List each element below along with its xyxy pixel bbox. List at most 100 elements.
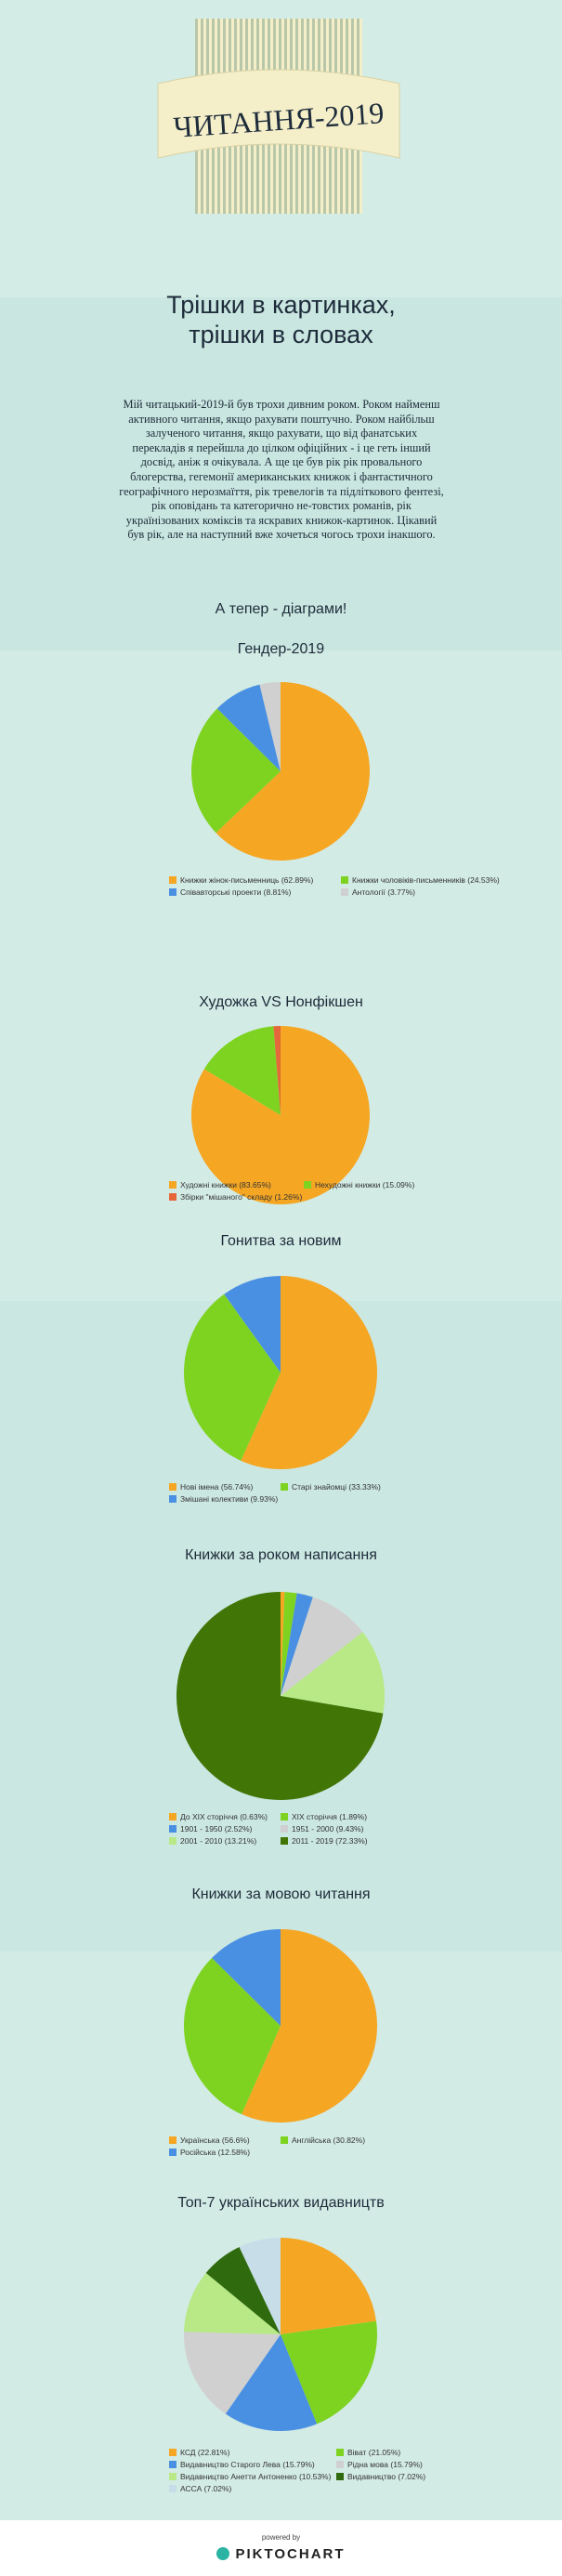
- footer: powered by PIKTOCHART: [0, 2520, 562, 2576]
- legend-swatch: [169, 1181, 176, 1189]
- legend-item: Нехудожні книжки (15.09%): [304, 1180, 414, 1189]
- chart-section: Книжки за мовою читання Українська (56.6%…: [0, 1886, 562, 2191]
- chart-title: Книжки за мовою читання: [191, 1886, 371, 1902]
- legend-label: Віват (21.05%): [347, 2448, 401, 2457]
- legend-item: Англійська (30.82%): [281, 2136, 365, 2145]
- legend-item: Збірки "мішаного" складу (1.26%): [169, 1192, 302, 1202]
- legend-item: Рідна мова (15.79%): [336, 2460, 423, 2469]
- pie-slice: [190, 1026, 370, 1204]
- legend-item: Російська (12.58%): [169, 2148, 250, 2157]
- legend-swatch: [169, 2149, 176, 2156]
- chart-section: Гонитва за новим Нові імена (56.74%) Старі…: [0, 1233, 562, 1538]
- legend-item: Українська (56.6%): [169, 2136, 250, 2145]
- pie-slice: [224, 1276, 281, 1373]
- legend-swatch: [281, 1813, 288, 1820]
- legend-swatch: [169, 1813, 176, 1820]
- legend-item: 2011 - 2019 (72.33%): [281, 1836, 368, 1846]
- pie-slice: [205, 2246, 281, 2334]
- pie-slice: [225, 2334, 318, 2431]
- pie-chart: [184, 2238, 377, 2431]
- legend-label: 1951 - 2000 (9.43%): [292, 1824, 364, 1833]
- legend-swatch: [169, 1825, 176, 1833]
- legend-label: Українська (56.6%): [180, 2136, 250, 2145]
- powered-by-label: powered by: [261, 2533, 301, 2542]
- legend-swatch: [336, 2461, 344, 2468]
- background-band: [0, 297, 562, 651]
- pie-chart: [190, 1026, 370, 1204]
- legend-swatch: [169, 2461, 176, 2468]
- pie-chart: [184, 1929, 377, 2123]
- legend-swatch: [336, 2473, 344, 2480]
- legend-swatch: [169, 2449, 176, 2456]
- legend-item: XIX сторіччя (1.89%): [281, 1812, 367, 1821]
- pie-slice: [184, 1294, 281, 1461]
- legend-label: Книжки чоловіків-письменників (24.53%): [352, 875, 500, 885]
- pie-slice: [239, 2238, 281, 2334]
- legend-label: Книжки жінок-письменниць (62.89%): [180, 875, 314, 885]
- chart-title: Гендер-2019: [237, 641, 325, 657]
- legend-swatch: [341, 888, 348, 896]
- legend-label: Співавторські проекти (8.81%): [180, 887, 292, 897]
- legend-swatch: [281, 2136, 288, 2144]
- legend-item: КСД (22.81%): [169, 2448, 229, 2457]
- legend-label: Нові імена (56.74%): [180, 1482, 254, 1492]
- legend-label: Збірки "мішаного" складу (1.26%): [180, 1192, 303, 1202]
- legend-item: 2001 - 2010 (13.21%): [169, 1836, 256, 1846]
- legend-item: 1901 - 1950 (2.52%): [169, 1824, 253, 1833]
- pie-chart: [190, 682, 370, 861]
- legend-item: 1951 - 2000 (9.43%): [281, 1824, 364, 1833]
- legend-label: 2001 - 2010 (13.21%): [180, 1836, 257, 1846]
- chart-title: Гонитва за новим: [220, 1233, 342, 1249]
- pie-slice: [216, 684, 281, 771]
- legend-swatch: [169, 876, 176, 884]
- chart-title: Художка VS Нонфікшен: [199, 994, 363, 1010]
- legend-swatch: [169, 2485, 176, 2492]
- pie-slice: [184, 2332, 281, 2414]
- legend-label: 1901 - 1950 (2.52%): [180, 1824, 253, 1833]
- legend-label: КСД (22.81%): [180, 2448, 230, 2457]
- pie-slice: [184, 1957, 281, 2115]
- pie-slice: [281, 1632, 385, 1714]
- pie-slice: [203, 1026, 281, 1115]
- legend-label: Рідна мова (15.79%): [347, 2460, 423, 2469]
- legend-item: Співавторські проекти (8.81%): [169, 887, 291, 897]
- legend-swatch: [281, 1483, 288, 1491]
- legend-label: XIX сторіччя (1.89%): [292, 1812, 368, 1821]
- legend-item: Художні книжки (83.65%): [169, 1180, 271, 1189]
- pie-slice: [184, 2272, 281, 2334]
- brand-name: PIKTOCHART: [235, 2546, 346, 2562]
- legend-swatch: [169, 1495, 176, 1503]
- legend-swatch: [341, 876, 348, 884]
- legend-item: Книжки чоловіків-письменників (24.53%): [341, 875, 500, 885]
- banner-ribbon: [157, 69, 400, 159]
- pie-slice: [281, 1592, 285, 1696]
- legend-swatch: [169, 888, 176, 896]
- legend-swatch: [169, 1837, 176, 1845]
- legend-swatch: [304, 1181, 311, 1189]
- pie-slice: [190, 708, 281, 834]
- legend-label: Нехудожні книжки (15.09%): [315, 1180, 415, 1189]
- legend-label: Видавництво Анетти Антоненко (10.53%): [180, 2472, 332, 2481]
- legend-label: Видавництво (7.02%): [347, 2472, 426, 2481]
- pie-slice: [242, 1929, 377, 2123]
- subtitle-line: Трішки в картинках,: [166, 291, 396, 319]
- legend-item: Змішані колективи (9.93%): [169, 1494, 278, 1504]
- brand-logo: PIKTOCHART: [0, 2546, 562, 2562]
- pie-chart: [184, 1276, 377, 1469]
- chart-title: Книжки за роком написання: [185, 1547, 377, 1563]
- legend-label: Старі знайомці (33.33%): [292, 1482, 381, 1492]
- chart-section: Художка VS Нонфікшен Художні книжки (83.6…: [0, 994, 562, 1236]
- legend-swatch: [169, 1483, 176, 1491]
- legend-swatch: [169, 1193, 176, 1201]
- chart-section: Топ-7 українських видавництв КСД (22.81%)…: [0, 2195, 562, 2504]
- pie-slice: [281, 1597, 363, 1696]
- legend-swatch: [336, 2449, 344, 2456]
- legend-swatch: [281, 1825, 288, 1833]
- legend-label: До XIX сторіччя (0.63%): [180, 1812, 268, 1821]
- piktochart-logo-icon: [216, 2547, 230, 2560]
- pie-slice: [176, 1592, 384, 1800]
- legend-swatch: [169, 2136, 176, 2144]
- pie-slice: [281, 2320, 377, 2425]
- legend-item: Видавництво Анетти Антоненко (10.53%): [169, 2472, 331, 2481]
- legend-label: Російська (12.58%): [180, 2148, 251, 2157]
